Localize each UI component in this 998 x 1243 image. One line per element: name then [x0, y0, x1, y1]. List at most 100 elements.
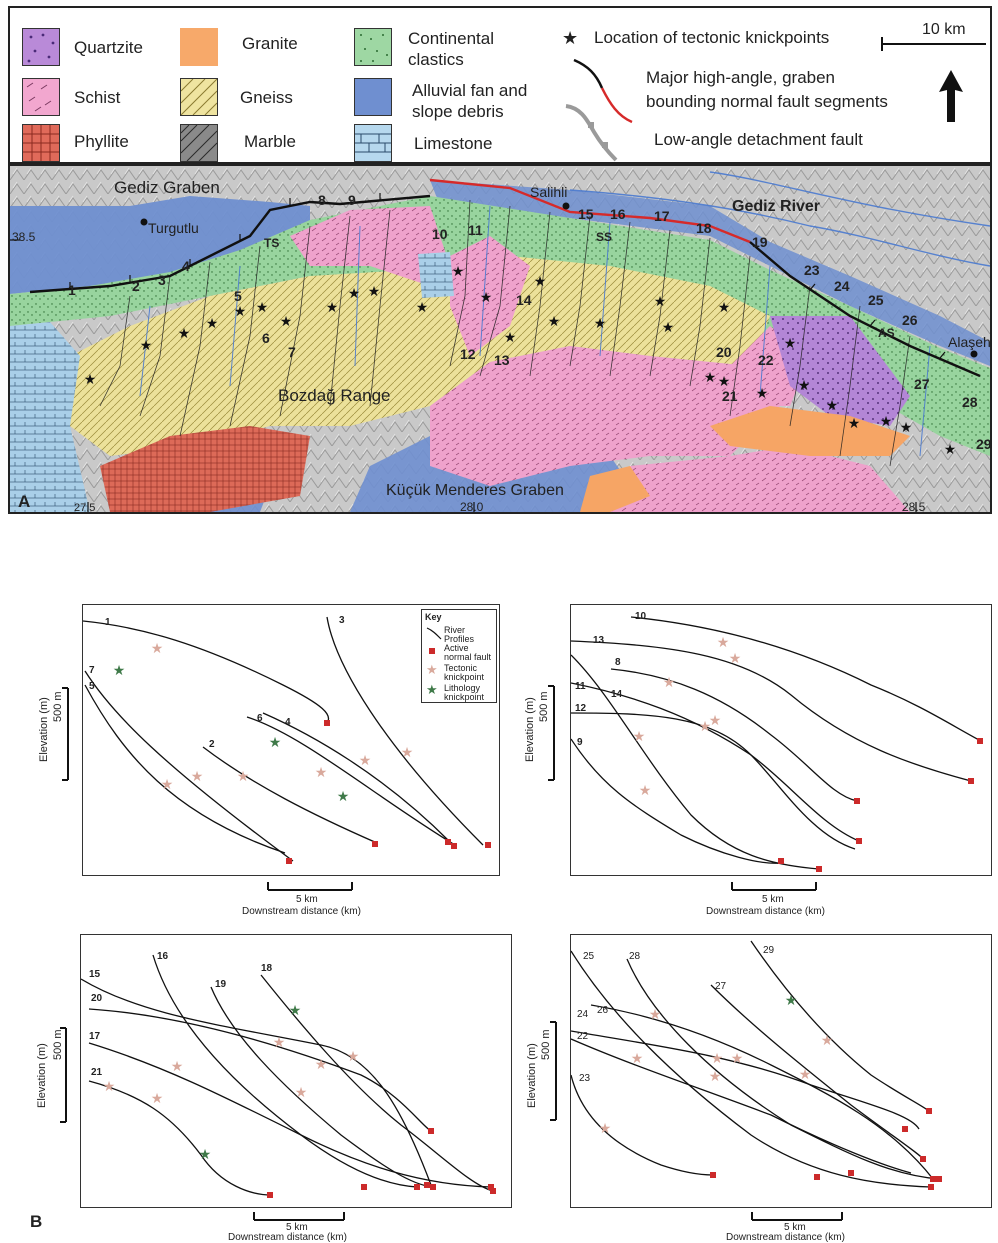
tectonic-star-icon: ★	[426, 662, 438, 677]
turgutlu-label: Turgutlu	[148, 220, 199, 236]
map-scale-label: 10 km	[922, 21, 966, 38]
catchment-26: 26	[902, 312, 918, 328]
fault-line-icon	[573, 58, 633, 124]
profile-label-4: 4	[285, 717, 291, 728]
svg-text:★: ★	[401, 745, 414, 761]
map-legend: Quartzite Schist Phyllite Granite Gneiss…	[8, 6, 992, 164]
legend-fault-label-1: Major high-angle, graben	[646, 68, 836, 87]
panel1-xscale-label: 5 km	[296, 894, 318, 905]
svg-text:★: ★	[654, 294, 667, 310]
catchment-19: 19	[752, 234, 768, 250]
svg-text:★: ★	[731, 1051, 744, 1067]
svg-text:★: ★	[729, 651, 742, 667]
profile-label-15: 15	[89, 969, 101, 980]
panel1-ylabel: Elevation (m)	[38, 697, 50, 762]
catchment-9: 9	[348, 192, 356, 208]
catchment-10: 10	[432, 226, 448, 242]
panel2-yscale-bar	[548, 685, 555, 781]
profile-label-9: 9	[577, 737, 583, 748]
catchment-16: 16	[610, 206, 626, 222]
profile-label-29: 29	[763, 945, 775, 956]
profile-label-27: 27	[715, 981, 727, 992]
catchment-28: 28	[962, 394, 978, 410]
profile-label-6: 6	[257, 713, 263, 724]
north-arrow-icon	[939, 70, 963, 122]
svg-text:★: ★	[848, 416, 861, 432]
legend-gneiss-label: Gneiss	[240, 88, 293, 107]
svg-text:★: ★	[718, 374, 731, 390]
quartzite-swatch	[22, 28, 60, 66]
svg-text:★: ★	[368, 284, 381, 300]
svg-text:★: ★	[711, 1051, 724, 1067]
profile-panel-3-plot: ★★ ★★ ★★ ★★ ★	[80, 954, 496, 1198]
profile-label-13: 13	[593, 635, 605, 646]
profile-label-16: 16	[157, 951, 169, 962]
svg-text:★: ★	[103, 1079, 116, 1095]
catchment-18: 18	[696, 220, 712, 236]
profile-label-25: 25	[583, 951, 595, 962]
gneiss-swatch	[180, 78, 218, 116]
profile-label-24: 24	[577, 1009, 589, 1020]
legend-detachment-label: Low-angle detachment fault	[654, 130, 863, 149]
catchment-3: 3	[158, 272, 166, 288]
catchment-21: 21	[722, 388, 738, 404]
svg-text:★: ★	[504, 330, 517, 346]
svg-text:★: ★	[289, 1003, 302, 1019]
svg-text:★: ★	[880, 414, 893, 430]
panel4-xscale-label: 5 km	[784, 1222, 806, 1233]
catchment-27: 27	[914, 376, 930, 392]
panel4-ylabel: Elevation (m)	[526, 1043, 538, 1108]
profile-label-8: 8	[615, 657, 621, 668]
svg-text:★: ★	[599, 1121, 612, 1137]
svg-text:★: ★	[348, 286, 361, 302]
profile-label-1: 1	[105, 617, 111, 628]
river-profile-icon	[426, 627, 442, 640]
legend-limestone-label: Limestone	[414, 134, 493, 153]
profile-key-title: Key	[425, 612, 442, 622]
alasehir-label: Alaşehir	[948, 334, 991, 350]
legend-granite-label: Granite	[242, 34, 298, 53]
panel3-yscale-bar	[60, 1027, 67, 1123]
svg-text:★: ★	[900, 420, 913, 436]
svg-text:★: ★	[784, 336, 797, 352]
profile-label-19: 19	[215, 979, 227, 990]
legend-phyllite-label: Phyllite	[74, 132, 129, 151]
svg-text:★: ★	[785, 993, 798, 1009]
marble-swatch	[180, 124, 218, 162]
svg-text:★: ★	[798, 378, 811, 394]
salihli-label: Salihli	[530, 184, 568, 200]
panel3-ylabel: Elevation (m)	[36, 1043, 48, 1108]
profile-label-23: 23	[579, 1073, 591, 1084]
profile-label-18: 18	[261, 963, 273, 974]
catchment-24: 24	[834, 278, 850, 294]
lithology-star-icon: ★	[426, 682, 438, 697]
profile-label-26: 26	[597, 1005, 609, 1016]
map-scale-bar	[881, 37, 986, 51]
svg-text:★: ★	[662, 320, 675, 336]
as-label: AS	[878, 326, 895, 340]
svg-text:★: ★	[140, 338, 153, 354]
catchment-14: 14	[516, 292, 532, 308]
svg-text:★: ★	[337, 789, 350, 805]
panel4-yscale-bar	[550, 1021, 557, 1121]
knickpoint-star-icon: ★	[562, 28, 579, 48]
profile-panel-4-plot: ★ ★ ★ ★ ★ ★ ★ ★ ★	[570, 940, 942, 1190]
key-tectonic-label: Tectonic knickpoint	[444, 663, 485, 682]
svg-text:★: ★	[639, 783, 652, 799]
svg-text:★: ★	[717, 635, 730, 651]
profile-label-3: 3	[339, 615, 345, 626]
catchment-29: 29	[976, 436, 992, 452]
profile-label-17: 17	[89, 1031, 101, 1042]
catchment-25: 25	[868, 292, 884, 308]
panel3-xscale-bar	[253, 1212, 345, 1221]
catchment-7: 7	[288, 344, 296, 360]
granite-swatch	[180, 28, 218, 66]
svg-text:★: ★	[631, 1051, 644, 1067]
svg-text:★: ★	[178, 326, 191, 342]
panel4-xscale-bar	[751, 1212, 843, 1221]
svg-text:★: ★	[718, 300, 731, 316]
svg-text:★: ★	[295, 1085, 308, 1101]
continental-clastics-swatch	[354, 28, 392, 66]
svg-text:★: ★	[151, 1091, 164, 1107]
svg-text:★: ★	[649, 1007, 662, 1023]
